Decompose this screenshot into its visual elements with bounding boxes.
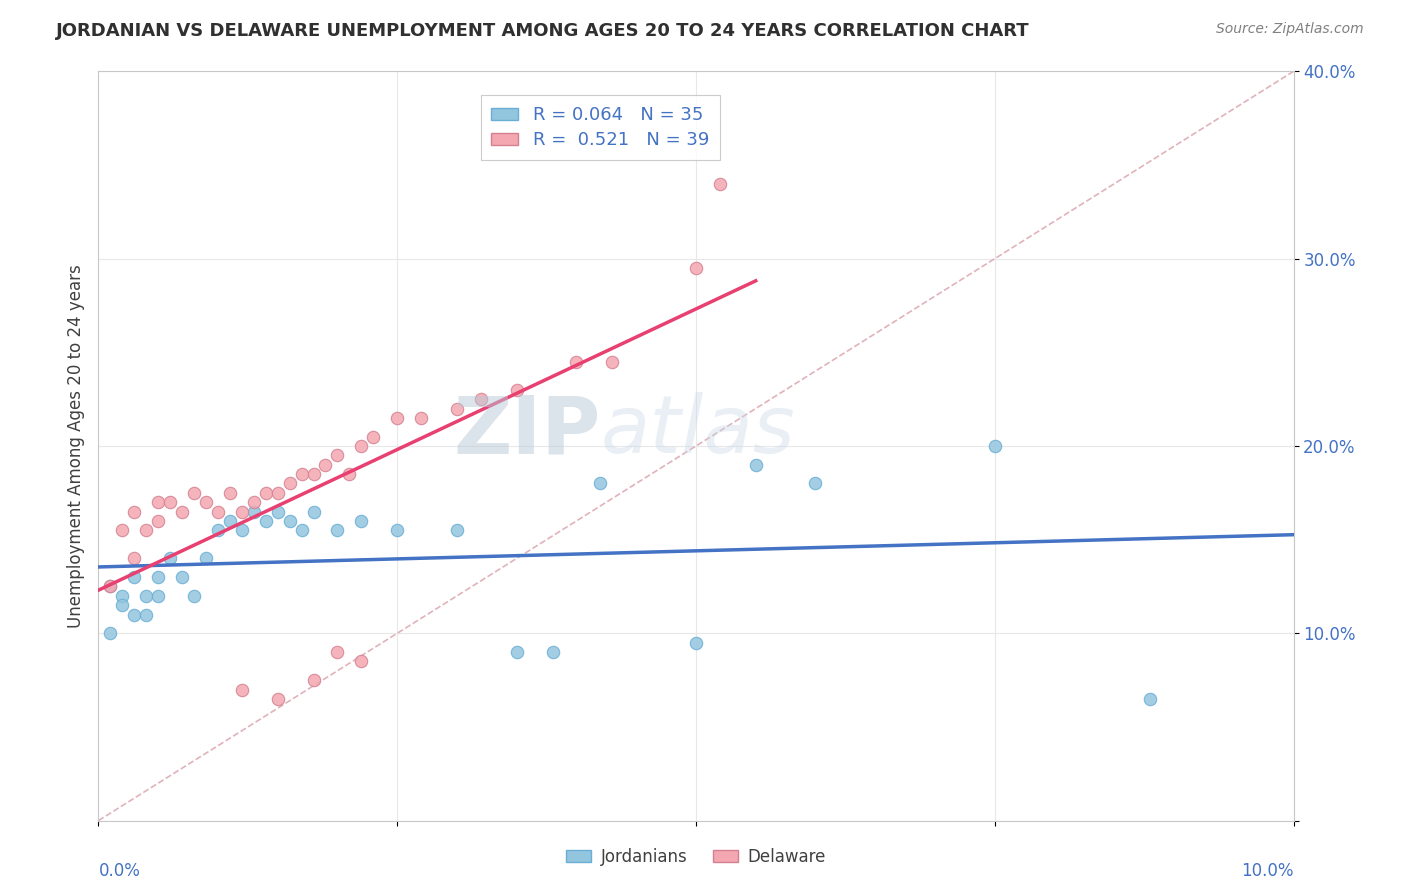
Point <box>231 524 253 538</box>
Point <box>541 645 564 659</box>
Point <box>804 476 827 491</box>
Point <box>506 383 529 397</box>
Point <box>267 505 290 519</box>
Point <box>745 458 768 472</box>
Point <box>124 607 146 622</box>
Point <box>159 495 181 509</box>
Point <box>267 692 290 706</box>
Point <box>219 486 242 500</box>
Point <box>111 524 134 538</box>
Point <box>291 467 314 482</box>
Point <box>195 551 218 566</box>
Point <box>183 589 205 603</box>
Point <box>709 177 731 191</box>
Point <box>243 505 266 519</box>
Point <box>1139 692 1161 706</box>
Point <box>98 580 122 594</box>
Point <box>350 514 373 528</box>
Point <box>98 580 122 594</box>
Point <box>219 514 242 528</box>
Point <box>124 551 146 566</box>
Point <box>148 514 170 528</box>
Point <box>302 467 325 482</box>
Point <box>207 505 229 519</box>
Y-axis label: Unemployment Among Ages 20 to 24 years: Unemployment Among Ages 20 to 24 years <box>66 264 84 628</box>
Point <box>159 551 181 566</box>
Point <box>98 626 122 640</box>
Point <box>231 682 253 697</box>
Point <box>135 589 157 603</box>
Point <box>243 495 266 509</box>
Point <box>565 355 588 369</box>
Legend: Jordanians, Delaware: Jordanians, Delaware <box>560 841 832 872</box>
Point <box>385 524 409 538</box>
Point <box>111 589 134 603</box>
Point <box>326 524 349 538</box>
Point <box>326 645 349 659</box>
Point <box>363 430 385 444</box>
Point <box>148 570 170 584</box>
Point <box>172 505 194 519</box>
Point <box>124 505 146 519</box>
Point <box>350 655 373 669</box>
Point <box>148 589 170 603</box>
Text: 0.0%: 0.0% <box>98 862 141 880</box>
Point <box>148 495 170 509</box>
Point <box>135 524 157 538</box>
Point <box>278 514 301 528</box>
Point <box>470 392 492 407</box>
Text: JORDANIAN VS DELAWARE UNEMPLOYMENT AMONG AGES 20 TO 24 YEARS CORRELATION CHART: JORDANIAN VS DELAWARE UNEMPLOYMENT AMONG… <box>56 22 1029 40</box>
Point <box>183 486 205 500</box>
Point <box>302 673 325 688</box>
Point <box>984 439 1007 453</box>
Point <box>446 401 468 416</box>
Point <box>685 261 707 276</box>
Point <box>685 635 707 649</box>
Text: 10.0%: 10.0% <box>1241 862 1294 880</box>
Point <box>326 449 349 463</box>
Point <box>207 524 229 538</box>
Text: Source: ZipAtlas.com: Source: ZipAtlas.com <box>1216 22 1364 37</box>
Text: atlas: atlas <box>600 392 796 470</box>
Point <box>302 505 325 519</box>
Point <box>339 467 361 482</box>
Point <box>589 476 612 491</box>
Point <box>231 505 253 519</box>
Point <box>267 486 290 500</box>
Point <box>506 645 529 659</box>
Point <box>172 570 194 584</box>
Point <box>195 495 218 509</box>
Point <box>315 458 337 472</box>
Point <box>278 476 301 491</box>
Point <box>385 411 409 425</box>
Point <box>411 411 433 425</box>
Point <box>111 599 134 613</box>
Point <box>350 439 373 453</box>
Text: ZIP: ZIP <box>453 392 600 470</box>
Point <box>254 486 277 500</box>
Point <box>254 514 277 528</box>
Point <box>135 607 157 622</box>
Point <box>124 570 146 584</box>
Point <box>602 355 624 369</box>
Point <box>291 524 314 538</box>
Point <box>446 524 468 538</box>
